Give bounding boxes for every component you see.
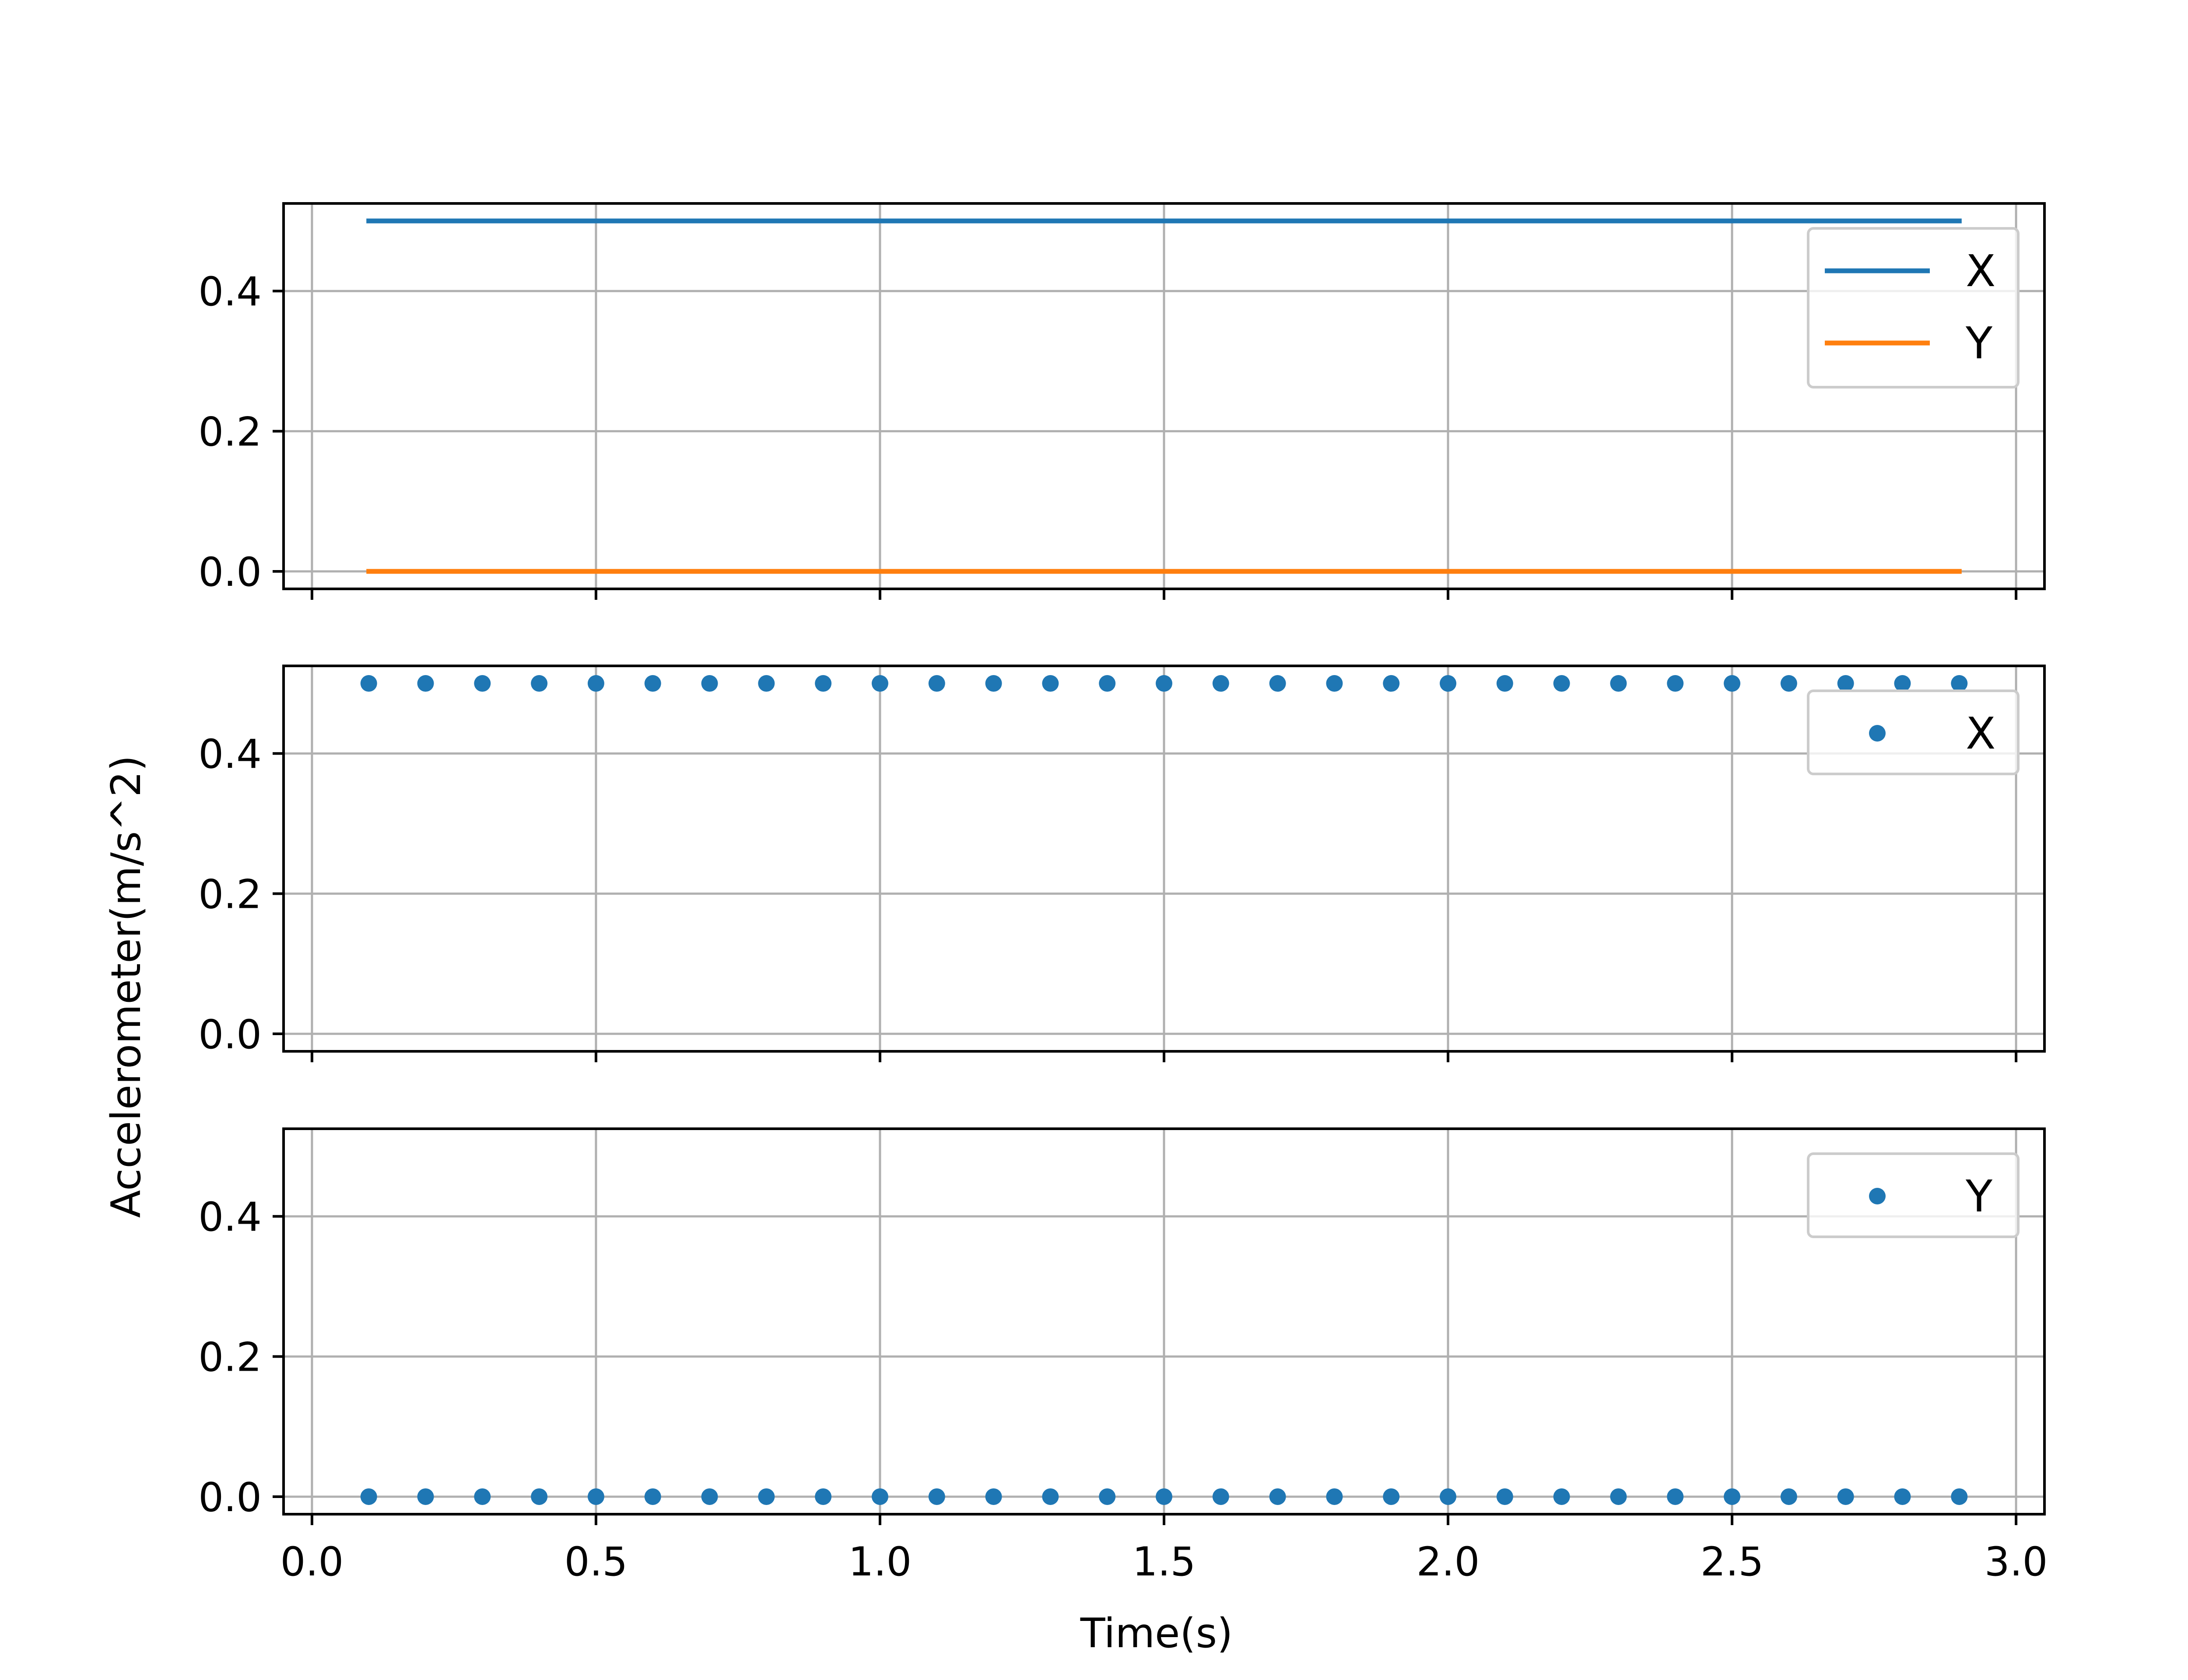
data-point: [1496, 675, 1513, 692]
x-tick-label: 2.0: [1417, 1539, 1480, 1585]
data-point: [928, 675, 945, 692]
data-point: [1667, 675, 1684, 692]
series-x: [360, 675, 1968, 692]
grid: [284, 666, 2044, 1051]
data-point: [531, 675, 548, 692]
data-point: [928, 1488, 945, 1505]
y-tick-label: 0.0: [198, 550, 262, 595]
data-point: [1383, 675, 1400, 692]
x-tick-label: 1.5: [1133, 1539, 1196, 1585]
legend: X: [1807, 690, 2020, 775]
data-point: [1780, 1488, 1797, 1505]
x-tick-label: 3.0: [1985, 1539, 2048, 1585]
data-point: [1894, 675, 1911, 692]
data-point: [1553, 1488, 1570, 1505]
legend-box: [1807, 227, 2020, 388]
data-point: [1212, 675, 1229, 692]
data-point: [1099, 1488, 1116, 1505]
legend: XY: [1807, 227, 2020, 388]
y-tick-label: 0.4: [198, 1194, 262, 1240]
data-point: [417, 675, 434, 692]
data-point: [1212, 1488, 1229, 1505]
data-point: [1156, 675, 1172, 692]
data-point: [644, 675, 661, 692]
y-axis-label: Accelerometer(m/s^2): [102, 755, 150, 1218]
legend-box: [1807, 690, 2020, 775]
y-tick-label: 0.2: [198, 1335, 262, 1381]
data-point: [1610, 675, 1627, 692]
legend-label-y: Y: [1965, 318, 1993, 369]
data-point: [417, 1488, 434, 1505]
data-point: [1951, 675, 1968, 692]
data-point: [1269, 675, 1286, 692]
series-y: [360, 1488, 1968, 1505]
data-point: [1440, 675, 1457, 692]
data-point: [1837, 675, 1854, 692]
data-point: [587, 1488, 604, 1505]
data-point: [758, 1488, 775, 1505]
data-point: [815, 675, 832, 692]
y-tick-label: 0.0: [198, 1012, 262, 1058]
legend-label-y: Y: [1965, 1171, 1993, 1222]
data-point: [1326, 1488, 1343, 1505]
panel-top: 0.0 0.2 0.4 XY: [198, 202, 2046, 600]
x-tick-label: 0.5: [565, 1539, 628, 1585]
data-point: [758, 675, 775, 692]
data-point: [985, 1488, 1002, 1505]
legend: Y: [1807, 1152, 2020, 1238]
data-point: [1951, 1488, 1968, 1505]
legend-marker-y: [1869, 1188, 1886, 1204]
data-point: [1042, 675, 1059, 692]
x-axis-label: Time(s): [1080, 1610, 1233, 1657]
legend-marker-x: [1869, 725, 1886, 742]
y-tick-label: 0.4: [198, 732, 262, 777]
x-tick-label: 0.0: [281, 1539, 344, 1585]
legend-label-x: X: [1966, 245, 1996, 297]
data-point: [474, 1488, 491, 1505]
x-tick-label: 1.0: [849, 1539, 912, 1585]
data-point: [360, 675, 377, 692]
data-point: [1156, 1488, 1172, 1505]
data-point: [1724, 675, 1741, 692]
data-point: [1667, 1488, 1684, 1505]
data-point: [1440, 1488, 1457, 1505]
x-tick-label: 2.5: [1701, 1539, 1764, 1585]
data-point: [985, 675, 1002, 692]
y-tick-label: 0.2: [198, 410, 262, 455]
legend-label-x: X: [1966, 708, 1996, 759]
y-tick-label: 0.0: [198, 1475, 262, 1521]
data-point: [1724, 1488, 1741, 1505]
data-point: [1326, 675, 1343, 692]
y-tick-label: 0.2: [198, 872, 262, 918]
data-point: [1837, 1488, 1854, 1505]
data-point: [531, 1488, 548, 1505]
panel-bottom: 0.0 0.2 0.4 0.0 0.5 1.0 1.5 2.0 2.5 3.0 Y: [198, 1127, 2048, 1585]
panel-middle: 0.0 0.2 0.4 X: [198, 665, 2046, 1062]
data-point: [360, 1488, 377, 1505]
grid: [284, 1129, 2044, 1514]
data-point: [871, 1488, 888, 1505]
data-point: [1780, 675, 1797, 692]
data-point: [1269, 1488, 1286, 1505]
data-point: [1099, 675, 1116, 692]
data-point: [1553, 675, 1570, 692]
data-point: [1042, 1488, 1059, 1505]
data-point: [871, 675, 888, 692]
y-tick-label: 0.4: [198, 269, 262, 315]
data-point: [1383, 1488, 1400, 1505]
data-point: [815, 1488, 832, 1505]
data-point: [701, 675, 718, 692]
panels: 0.00.20.4 XY0.00.20.4 X0.00.20.40.0 0.5 1.0 1…: [198, 202, 2048, 1585]
data-point: [474, 675, 491, 692]
data-point: [1894, 1488, 1911, 1505]
legend-box: [1807, 1152, 2020, 1238]
data-point: [1610, 1488, 1627, 1505]
data-point: [701, 1488, 718, 1505]
data-point: [644, 1488, 661, 1505]
data-point: [1496, 1488, 1513, 1505]
data-point: [587, 675, 604, 692]
